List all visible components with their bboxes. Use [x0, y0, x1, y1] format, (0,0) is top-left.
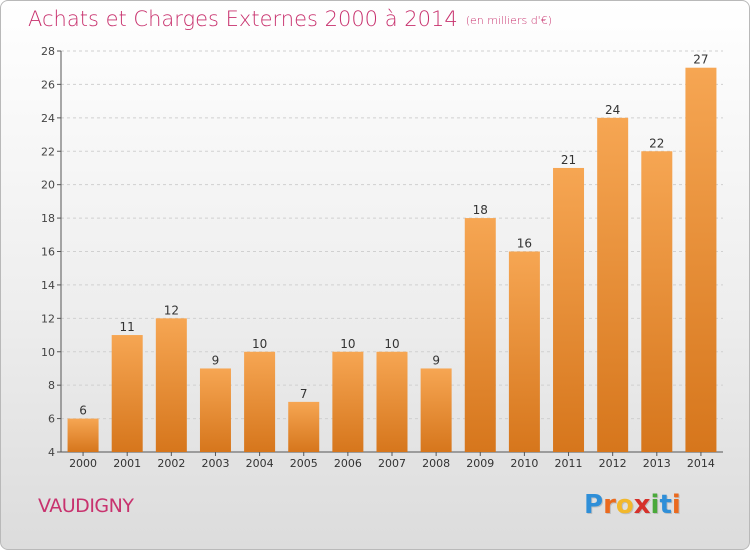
- logo-letter: r: [603, 490, 616, 520]
- y-tick-label: 14: [41, 279, 55, 292]
- location-label: VAUDIGNY: [38, 495, 134, 517]
- data-label: 11: [120, 320, 135, 334]
- bar: [597, 117, 629, 452]
- x-tick-label: 2000: [69, 457, 97, 470]
- bar: [508, 251, 540, 452]
- bar: [288, 401, 320, 452]
- x-tick-label: 2014: [687, 457, 715, 470]
- data-label: 10: [340, 337, 355, 351]
- x-tick-label: 2011: [555, 457, 583, 470]
- bar: [376, 351, 408, 452]
- x-tick-label: 2003: [201, 457, 229, 470]
- logo-letter: x: [633, 490, 651, 520]
- bar: [199, 368, 231, 452]
- x-tick-label: 2006: [334, 457, 362, 470]
- data-label: 16: [517, 237, 532, 251]
- data-label: 9: [432, 353, 440, 367]
- x-tick-label: 2009: [466, 457, 494, 470]
- bar: [553, 167, 585, 453]
- logo-letter: t: [659, 490, 672, 520]
- logo-letter: P: [584, 490, 604, 520]
- bar: [332, 351, 364, 452]
- y-tick-label: 22: [41, 145, 55, 158]
- y-tick-label: 12: [41, 312, 55, 325]
- logo-letter: i: [650, 490, 660, 520]
- bar: [685, 67, 717, 452]
- bar: [111, 335, 143, 452]
- y-tick-label: 4: [48, 446, 55, 459]
- chart-title-text: Achats et Charges Externes 2000 à 2014: [28, 7, 458, 31]
- logo-letter: i: [671, 490, 681, 520]
- data-label: 6: [79, 404, 87, 418]
- chart-subtitle: (en milliers d'€): [465, 13, 552, 27]
- bar: [641, 151, 673, 452]
- bar: [244, 351, 276, 452]
- data-label: 9: [212, 353, 220, 367]
- chart-title: Achats et Charges Externes 2000 à 2014 (e…: [28, 7, 552, 31]
- y-tick-label: 18: [41, 212, 55, 225]
- y-tick-label: 28: [41, 45, 55, 58]
- bar: [420, 368, 452, 452]
- data-label: 22: [649, 136, 664, 150]
- data-label: 10: [384, 337, 399, 351]
- x-tick-label: 2002: [157, 457, 185, 470]
- x-tick-label: 2012: [599, 457, 627, 470]
- data-label: 10: [252, 337, 267, 351]
- x-tick-label: 2004: [246, 457, 274, 470]
- logo-letter: o: [615, 490, 634, 520]
- y-tick-label: 6: [48, 413, 55, 426]
- x-tick-label: 2005: [290, 457, 318, 470]
- y-tick-label: 20: [41, 179, 55, 192]
- bar: [67, 418, 99, 452]
- data-label: 18: [473, 203, 488, 217]
- y-tick-label: 10: [41, 346, 55, 359]
- data-label: 24: [605, 103, 620, 117]
- proxiti-logo[interactable]: Proxiti: [584, 490, 681, 520]
- bar: [155, 318, 187, 452]
- x-tick-label: 2007: [378, 457, 406, 470]
- data-label: 12: [164, 303, 179, 317]
- data-label: 27: [693, 53, 708, 67]
- y-tick-label: 24: [41, 112, 55, 125]
- bar: [464, 218, 496, 452]
- x-tick-label: 2013: [643, 457, 671, 470]
- y-tick-label: 26: [41, 78, 55, 91]
- x-tick-label: 2010: [510, 457, 538, 470]
- y-tick-label: 8: [48, 379, 55, 392]
- x-tick-label: 2008: [422, 457, 450, 470]
- y-tick-label: 16: [41, 246, 55, 259]
- data-label: 7: [300, 387, 308, 401]
- x-tick-label: 2001: [113, 457, 141, 470]
- data-label: 21: [561, 153, 576, 167]
